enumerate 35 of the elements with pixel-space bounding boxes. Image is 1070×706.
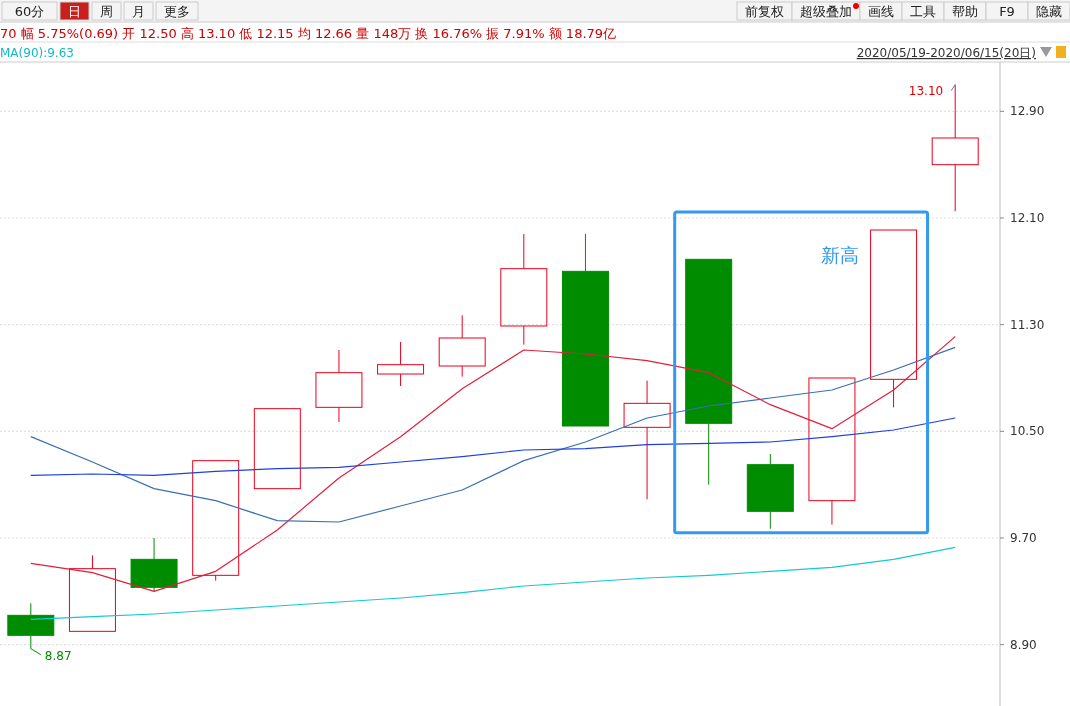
text: 帮助 <box>952 4 978 19</box>
text: 2020/05/19-2020/06/15(20日) <box>856 46 1036 60</box>
candlestick <box>315 349 363 423</box>
text: 工具 <box>910 4 936 19</box>
text: 60分 <box>14 4 45 19</box>
chart-subtitle: 70 幅 5.75%(0.69) 开 12.50 高 13.10 低 12.15 均 12.66 量 148万 换 16.76% 振 7.91% 额 18.79亿 <box>0 26 617 41</box>
annotation: 8.87 <box>44 648 72 663</box>
annotation: 新高 <box>820 244 859 266</box>
text: 前复权 <box>745 4 784 19</box>
candlestick <box>746 453 794 530</box>
text: MA(90):9.63 <box>0 46 74 60</box>
y-tick-label: 11.30 <box>1010 317 1045 332</box>
y-tick-label: 12.90 <box>1010 104 1045 119</box>
annotation: 13.10 <box>908 83 944 98</box>
candlestick <box>130 537 178 592</box>
text: 超级叠加 <box>800 4 852 19</box>
line-series <box>30 336 956 592</box>
y-tick-label: 12.10 <box>1010 211 1045 225</box>
candlestick <box>623 380 671 500</box>
text: 日 <box>68 4 81 19</box>
text: 隐藏 <box>1036 4 1062 19</box>
candlestick <box>438 314 486 378</box>
text: 更多 <box>164 4 190 19</box>
text: 月 <box>132 4 145 19</box>
text: 周 <box>100 4 113 19</box>
line-series <box>30 417 956 476</box>
candlestick <box>500 233 548 346</box>
text: 画线 <box>868 4 894 19</box>
y-tick-label: 8.90 <box>1010 637 1037 652</box>
line-series <box>30 346 956 523</box>
line-series <box>30 546 956 620</box>
candlestick <box>377 341 425 387</box>
text: F9 <box>999 4 1015 19</box>
y-tick-label: 9.70 <box>1010 531 1037 545</box>
y-tick-label: 10.50 <box>1010 424 1045 439</box>
